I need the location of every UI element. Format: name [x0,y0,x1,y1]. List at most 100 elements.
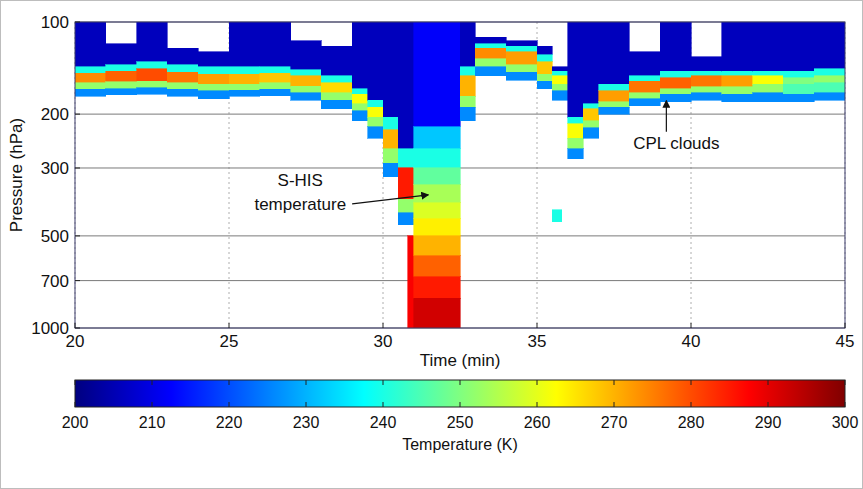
cell [414,203,460,219]
cell [599,91,630,102]
cell [537,46,552,55]
colorbar-tick-label: 260 [524,414,551,431]
cell [414,185,460,203]
cell [599,107,630,114]
x-tick-label: 45 [836,332,855,351]
cell [568,117,583,123]
cell [552,84,567,90]
colorbar-tick [691,380,692,385]
cell [506,72,537,80]
cell [383,117,398,129]
colorbar-tick [229,380,230,385]
cell [398,149,413,168]
cell [137,81,168,88]
cell [753,93,784,102]
cell [460,107,475,120]
x-tick [691,323,692,328]
cell [167,65,198,72]
cell [229,90,260,96]
cell [537,81,552,88]
cell [291,76,322,86]
cell [783,78,814,85]
cell [814,93,845,101]
cell [229,84,260,90]
cell [599,102,630,108]
cell [383,149,398,164]
colorbar-tick [614,380,615,385]
figure-frame [1,1,863,489]
cell [506,46,537,51]
cell [106,82,137,89]
cell [368,107,383,117]
colorbar-tick-label: 220 [216,414,243,431]
annotation-arrow [666,101,667,132]
cell [506,65,537,72]
cell [722,22,753,71]
x-tick-label: 40 [682,332,701,351]
colorbar-tick-label: 300 [832,414,859,431]
cell [321,93,352,101]
colorbar-tick [768,380,769,385]
cell [475,48,506,58]
cell [599,22,630,84]
cell [368,127,383,139]
cell [368,117,383,126]
cell [691,71,722,76]
x-tick-label: 30 [374,332,393,351]
y-tick [75,280,80,281]
cell [414,22,460,127]
cell [352,111,367,121]
cell [368,100,383,107]
cell [583,128,598,138]
colorbar-tick-label: 290 [755,414,782,431]
colorbar-title: Temperature (K) [402,436,518,453]
cell [475,37,506,44]
cell [352,94,367,104]
cell [783,94,814,102]
cell [137,62,168,69]
cell [660,89,691,95]
cell [629,81,660,92]
cell [260,83,291,90]
cell [629,52,660,76]
cell [383,130,398,149]
cell [660,22,691,71]
x-tick [75,323,76,328]
cell [722,87,753,94]
cell [75,22,106,67]
cell [229,22,260,67]
y-tick [75,22,80,23]
cell [460,67,475,76]
colorbar-tick [75,380,76,385]
cell [291,86,322,92]
x-tick [845,323,846,328]
cell [198,67,229,74]
cell [167,72,198,82]
y-tick [75,328,80,329]
cell [414,168,460,185]
cell [722,76,753,87]
cell [398,22,413,149]
cell [814,83,845,93]
cell [722,71,753,76]
cell [583,109,598,121]
cell [352,89,367,95]
cell [691,93,722,101]
cell [383,22,398,117]
cell [629,99,660,106]
cell [137,69,168,81]
cell [106,71,137,82]
cell [75,83,106,90]
cell [568,138,583,149]
x-tick [383,323,384,328]
cell [414,127,460,149]
cell [552,67,567,72]
cell [398,168,413,199]
colorbar-tick [537,402,538,407]
cell [460,96,475,107]
cell [537,74,552,81]
cell [783,71,814,77]
cells [75,22,845,328]
y-tick [75,167,80,168]
colorbar-tick [691,402,692,407]
